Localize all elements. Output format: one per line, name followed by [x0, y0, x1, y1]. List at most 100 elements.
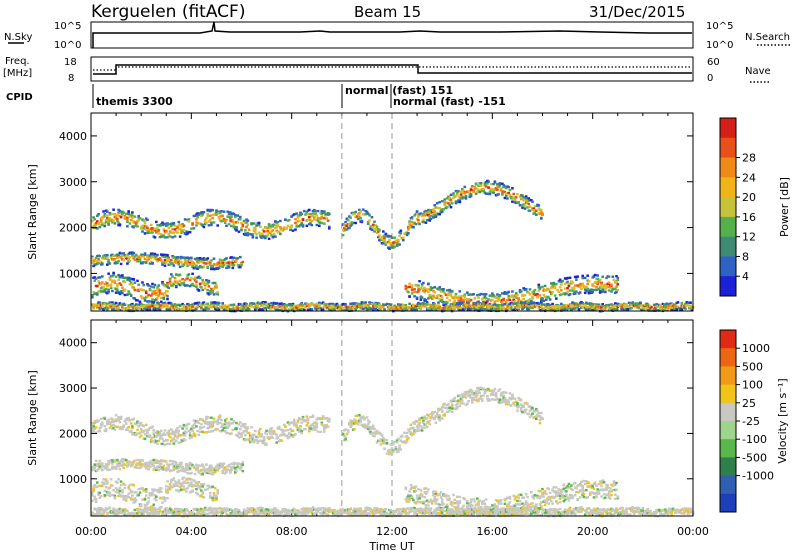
power-echo-cell: [235, 227, 238, 230]
power-echo-cell: [112, 208, 115, 211]
velocity-echo-cell: [216, 463, 219, 466]
power-echo-cell: [458, 199, 462, 202]
velocity-echo-cell: [275, 433, 278, 437]
velocity-echo-cell: [252, 433, 256, 436]
nsky-trace: [92, 21, 692, 48]
power-echo-cell: [410, 304, 414, 308]
power-echo-cell: [498, 182, 502, 185]
velocity-echo-cell: [190, 481, 193, 484]
power-echo-cell: [210, 223, 213, 227]
power-echo-cell: [488, 305, 492, 308]
power-echo-cell: [456, 194, 459, 197]
velocity-echo-cell: [113, 496, 117, 499]
velocity-echo-cell: [93, 463, 97, 466]
velocity-echo-cell: [161, 442, 164, 446]
power-echo-cell: [157, 284, 161, 287]
velocity-echo-cell: [218, 416, 222, 419]
velocity-echo-cell: [126, 465, 129, 468]
power-echo-cell: [538, 287, 542, 290]
power-echo-cell: [271, 229, 275, 232]
power-echo-cell: [410, 216, 414, 219]
power-echo-cell: [459, 193, 463, 196]
power-echo-cell: [111, 279, 114, 282]
power-echo-cell: [202, 265, 206, 268]
power-echo-cell: [440, 210, 444, 213]
velocity-echo-cell: [240, 435, 243, 438]
velocity-echo-cell: [119, 417, 123, 421]
velocity-echo-cell: [146, 502, 149, 505]
power-echo-cell: [442, 208, 445, 211]
power-echo-cell: [368, 219, 371, 222]
power-echo-cell: [491, 309, 494, 312]
power-echo-cell: [235, 229, 238, 232]
power-echo-cell: [124, 212, 128, 215]
power-echo-cell: [294, 218, 297, 221]
power-ytick-label: 3000: [59, 176, 87, 189]
power-echo-cell: [646, 306, 650, 309]
power-echo-cell: [514, 292, 518, 295]
power-echo-cell: [247, 307, 251, 311]
power-echo-cell: [537, 204, 541, 207]
power-echo-cell: [467, 301, 470, 305]
power-echo-cell: [198, 257, 202, 260]
power-echo-cell: [316, 209, 320, 213]
power-echo-cell: [581, 282, 584, 285]
power-echo-cell: [494, 187, 498, 190]
power-colorbar-tick-label: 28: [742, 152, 756, 165]
power-echo-cell: [522, 306, 525, 309]
power-echo-cell: [132, 252, 135, 255]
velocity-echo-cell: [97, 462, 100, 465]
power-echo-cell: [267, 302, 271, 306]
power-echo-cell: [127, 258, 130, 261]
power-echo-cell: [144, 217, 148, 220]
power-echo-cell: [404, 287, 408, 290]
power-echo-cell: [166, 236, 169, 239]
power-echo-cell: [516, 293, 519, 297]
power-echo-cell: [511, 187, 514, 190]
power-echo-cell: [417, 290, 420, 293]
power-echo-cell: [502, 306, 505, 309]
power-echo-cell: [245, 226, 248, 229]
power-echo-cell: [148, 231, 152, 234]
power-echo-cell: [137, 214, 140, 218]
velocity-echo-cell: [103, 494, 107, 497]
velocity-echo-cell: [160, 429, 163, 432]
power-echo-cell: [371, 304, 375, 308]
power-echo-cell: [200, 286, 203, 289]
power-echo-cell: [148, 288, 152, 292]
velocity-echo-cell: [218, 421, 222, 425]
velocity-echo-cell: [142, 489, 145, 492]
power-echo-cell: [197, 213, 201, 217]
power-echo-cell: [341, 307, 345, 310]
power-echo-cell: [521, 194, 524, 197]
power-echo-cell: [160, 300, 163, 303]
power-echo-cell: [398, 243, 401, 246]
power-echo-cell: [482, 293, 485, 296]
power-echo-cell: [454, 292, 458, 296]
power-echo-cell: [244, 232, 247, 235]
power-echo-cell: [469, 193, 473, 196]
power-echo-cell: [580, 284, 583, 287]
velocity-echo-cell: [232, 463, 236, 466]
power-echo-cell: [484, 293, 488, 296]
power-echo-cell: [503, 185, 507, 188]
power-echo-cell: [511, 295, 514, 299]
power-echo-cell: [261, 303, 265, 307]
velocity-echo-cell: [315, 422, 319, 425]
power-echo-cell: [207, 280, 211, 284]
power-echo-cell: [561, 279, 564, 283]
velocity-echo-cell: [301, 417, 305, 420]
power-echo-cell: [168, 282, 172, 285]
power-echo-cell: [402, 304, 405, 307]
velocity-echo-cell: [160, 462, 163, 465]
power-echo-cell: [265, 234, 268, 238]
power-echo-cell: [690, 304, 694, 308]
power-echo-cell: [208, 214, 212, 217]
power-echo-cell: [424, 209, 428, 213]
power-echo-cell: [101, 305, 104, 308]
power-echo-cell: [91, 219, 94, 222]
power-echo-cell: [231, 261, 235, 265]
velocity-echo-cell: [152, 503, 156, 506]
